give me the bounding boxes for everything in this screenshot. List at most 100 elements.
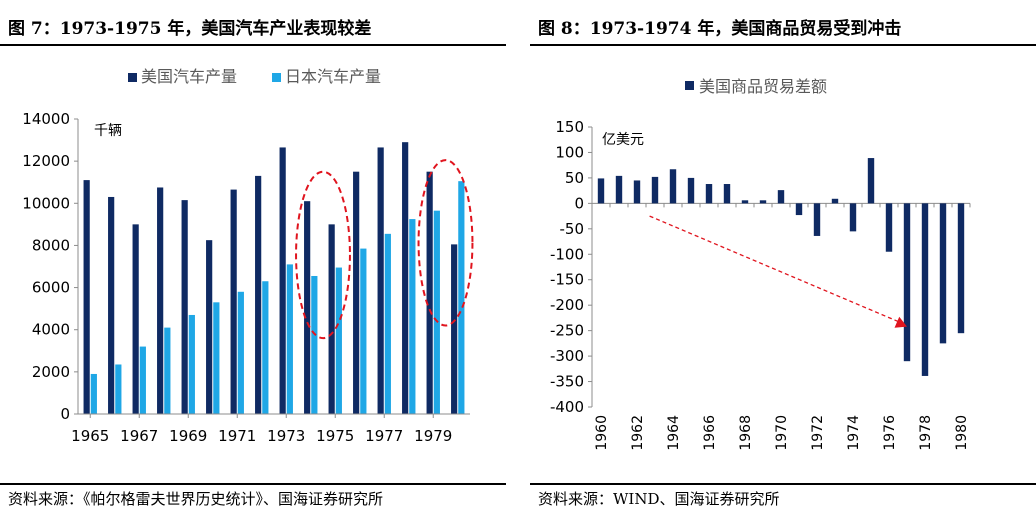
y-tick-label: 6000 <box>32 279 70 297</box>
right-title-rule <box>530 44 1036 46</box>
x-tick-label: 1966 <box>702 415 718 451</box>
bar-us-1971 <box>230 189 237 414</box>
bar-japan-1976 <box>360 248 367 414</box>
bar-1973 <box>831 198 839 204</box>
bar-us-1973 <box>279 147 286 415</box>
y-unit-label: 千辆 <box>94 123 122 139</box>
bar-1969 <box>759 200 767 204</box>
left-title-rule <box>0 44 506 46</box>
legend-label: 日本汽车产量 <box>285 67 381 86</box>
bar-japan-1971 <box>237 291 244 414</box>
bar-us-1980 <box>451 244 458 414</box>
bar-1972 <box>813 203 821 236</box>
y-tick-label: 8000 <box>32 236 70 254</box>
bar-japan-1972 <box>262 281 269 414</box>
bar-us-1969 <box>181 200 188 414</box>
x-tick-label: 1968 <box>738 415 754 451</box>
legend-label: 美国商品贸易差额 <box>699 77 827 96</box>
bar-japan-1967 <box>139 346 146 414</box>
y-tick-label: -100 <box>550 245 584 263</box>
bar-japan-1969 <box>188 314 195 414</box>
x-tick-label: 1979 <box>414 427 452 445</box>
bar-1970 <box>777 190 785 204</box>
bar-us-1966 <box>108 196 115 414</box>
bar-japan-1980 <box>458 181 465 414</box>
x-tick-label: 1967 <box>120 427 158 445</box>
legend-swatch <box>128 73 137 82</box>
bar-japan-1975 <box>335 267 342 414</box>
bar-us-1979 <box>426 171 433 414</box>
x-tick-label: 1970 <box>774 415 790 451</box>
x-tick-label: 1969 <box>169 427 207 445</box>
bar-1971 <box>795 203 803 216</box>
bar-japan-1966 <box>115 364 122 414</box>
y-tick-label: -150 <box>550 271 584 289</box>
y-tick-label: -250 <box>550 322 584 340</box>
us-trade-balance-chart: 美国商品贸易差额 150 100 50 0 -50 -100 -150 -200 -250 -300… <box>550 77 971 451</box>
y-tick-label: 50 <box>565 169 584 187</box>
bar-1961 <box>615 175 623 204</box>
us-japan-auto-production-chart: 美国汽车产量 日本汽车产量 0 2000 4000 6000 8000 10000 12000 1… <box>22 67 474 445</box>
y-tick-label: -50 <box>560 220 585 238</box>
x-tick-label: 1974 <box>846 415 862 451</box>
bar-1968 <box>741 200 749 204</box>
y-tick-label: -300 <box>550 347 584 365</box>
highlight-ellipse-1974-1975 <box>295 170 351 340</box>
y-tick-label: 10000 <box>22 194 70 212</box>
right-figure-title: 图 8：1973-1974 年，美国商品贸易受到冲击 <box>538 19 902 39</box>
legend-swatch <box>685 81 694 90</box>
bar-1980 <box>957 203 965 334</box>
x-tick-label: 1980 <box>954 415 970 451</box>
bar-us-1968 <box>157 187 164 414</box>
y-unit-label: 亿美元 <box>602 132 644 148</box>
bar-us-1978 <box>402 142 409 414</box>
right-figure-source: 资料来源：WIND、国海证券研究所 <box>538 490 780 508</box>
left-source-rule <box>0 483 506 485</box>
x-tick-label: 1964 <box>666 415 682 451</box>
bar-1976 <box>885 203 893 252</box>
bar-us-1974 <box>304 201 311 414</box>
x-tick-label: 1976 <box>882 415 898 451</box>
x-tick-label: 1975 <box>316 427 354 445</box>
bar-1965 <box>687 177 695 204</box>
bar-1962 <box>633 180 641 204</box>
bar-1963 <box>651 176 659 204</box>
x-tick-label: 1977 <box>365 427 403 445</box>
y-tick-label: 4000 <box>32 321 70 339</box>
y-tick-label: 150 <box>555 118 584 136</box>
x-tick-label: 1962 <box>630 415 646 451</box>
bar-japan-1979 <box>433 210 440 414</box>
bar-us-1972 <box>255 175 262 414</box>
left-figure-source: 资料来源：《帕尔格雷夫世界历史统计》、国海证券研究所 <box>8 490 384 508</box>
x-tick-label: 1971 <box>218 427 256 445</box>
bar-japan-1973 <box>286 264 293 414</box>
bar-1978 <box>921 203 929 376</box>
right-figure-panel: 图 8：1973-1974 年，美国商品贸易受到冲击 美国商品贸易差额 150 10… <box>530 0 1036 515</box>
y-tick-label: 12000 <box>22 152 70 170</box>
bar-japan-1974 <box>311 275 318 414</box>
bar-us-1975 <box>328 224 335 414</box>
y-tick-label: 14000 <box>22 110 70 128</box>
y-tick-label: 0 <box>574 194 584 212</box>
trend-arrow-head <box>894 316 907 328</box>
y-tick-label: -350 <box>550 373 584 391</box>
x-tick-label: 1960 <box>594 415 610 451</box>
bar-1964 <box>669 169 677 204</box>
bar-1974 <box>849 203 857 232</box>
x-tick-label: 1972 <box>810 415 826 451</box>
y-tick-label: 2000 <box>32 363 70 381</box>
y-tick-label: 100 <box>555 143 584 161</box>
bar-1979 <box>939 203 947 344</box>
y-tick-label: 0 <box>60 405 70 423</box>
bar-us-1967 <box>132 224 139 414</box>
x-tick-label: 1965 <box>71 427 109 445</box>
x-tick-label: 1973 <box>267 427 305 445</box>
bar-1966 <box>705 184 713 204</box>
trend-arrow-line <box>649 215 904 325</box>
x-tick-label: 1978 <box>918 415 934 451</box>
bar-japan-1968 <box>164 327 171 414</box>
bar-1960 <box>597 178 605 204</box>
y-tick-label: -400 <box>550 398 584 416</box>
left-figure-panel: 图 7：1973-1975 年，美国汽车产业表现较差 美国汽车产量 日本汽车产量 0… <box>0 0 506 515</box>
bar-us-1965 <box>83 180 90 414</box>
